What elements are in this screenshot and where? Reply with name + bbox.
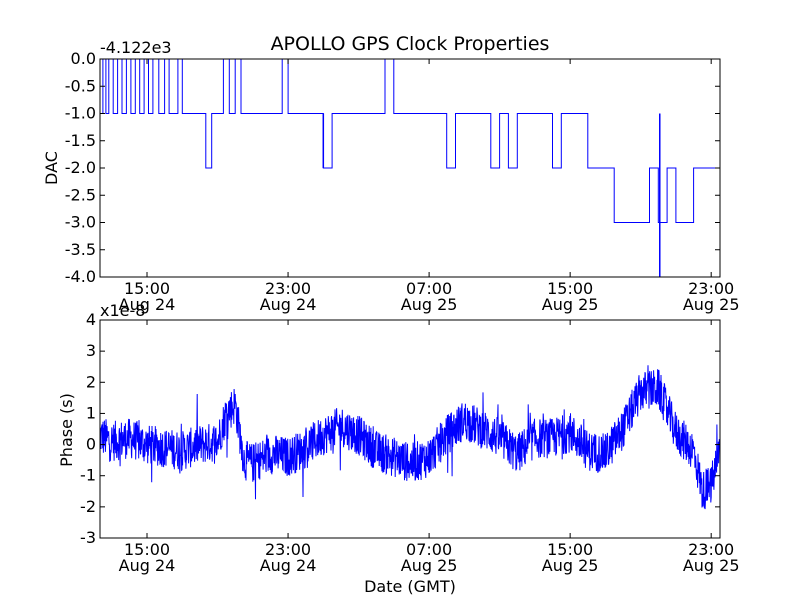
xtick-time-label-0-3: 15:00 [547, 279, 593, 298]
ytick-label-1-3: 1 [86, 403, 96, 422]
ytick-label-0-0: 0.0 [71, 49, 96, 68]
xlabel: Date (GMT) [364, 577, 456, 596]
ytick-label-0-4: -2.0 [65, 158, 96, 177]
xtick-date-label-0-3: Aug 25 [542, 295, 599, 314]
ytick-label-1-2: 2 [86, 372, 96, 391]
ytick-label-1-5: -1 [80, 466, 96, 485]
xtick-date-label-1-4: Aug 25 [683, 556, 740, 575]
xtick-time-label-1-3: 15:00 [547, 540, 593, 559]
xtick-time-label-0-2: 07:00 [406, 279, 452, 298]
dac-panel: 0.0 -0.5 -1.0 -1.5 -2.0 -2.5 -3.0 -3.5 -4.0 15:00… [42, 38, 740, 314]
ytick-label-1-6: -2 [80, 497, 96, 516]
ytick-label-0-5: -2.5 [65, 185, 96, 204]
ytick-label-0-8: -4.0 [65, 267, 96, 286]
xtick-time-label-0-4: 23:00 [688, 279, 734, 298]
ytick-label-0-2: -1.0 [65, 104, 96, 123]
xtick-date-label-0-0: Aug 24 [119, 295, 176, 314]
ylabel-0: DAC [42, 151, 61, 185]
phase-series-line [99, 365, 721, 510]
xtick-date-label-0-1: Aug 24 [260, 295, 317, 314]
ytick-label-1-1: 3 [86, 341, 96, 360]
xtick-time-label-1-4: 23:00 [688, 540, 734, 559]
dac-offset-label: -4.122e3 [100, 38, 172, 57]
ytick-label-1-0: 4 [86, 310, 96, 329]
xtick-date-label-1-0: Aug 24 [119, 556, 176, 575]
xtick-date-label-1-2: Aug 25 [401, 556, 458, 575]
xtick-time-label-1-0: 15:00 [124, 540, 170, 559]
ylabel-1: Phase (s) [57, 393, 76, 467]
xtick-time-label-1-1: 23:00 [265, 540, 311, 559]
xtick-date-label-0-4: Aug 25 [683, 295, 740, 314]
xtick-time-label-1-2: 07:00 [406, 540, 452, 559]
axes-frame-1 [99, 319, 721, 539]
xtick-date-label-0-2: Aug 25 [401, 295, 458, 314]
xtick-date-label-1-3: Aug 25 [542, 556, 599, 575]
ytick-label-0-1: -0.5 [65, 76, 96, 95]
ytick-label-0-7: -3.5 [65, 240, 96, 259]
xtick-time-label-0-0: 15:00 [124, 279, 170, 298]
ytick-label-0-3: -1.5 [65, 131, 96, 150]
xtick-time-label-0-1: 23:00 [265, 279, 311, 298]
ytick-label-1-4: 0 [86, 435, 96, 454]
ytick-label-1-7: -3 [80, 528, 96, 547]
chart-title: APOLLO GPS Clock Properties [271, 33, 550, 55]
phase-scale-label: x1e-8 [100, 301, 145, 320]
ytick-label-0-6: -3.0 [65, 213, 96, 232]
xtick-date-label-1-1: Aug 24 [260, 556, 317, 575]
